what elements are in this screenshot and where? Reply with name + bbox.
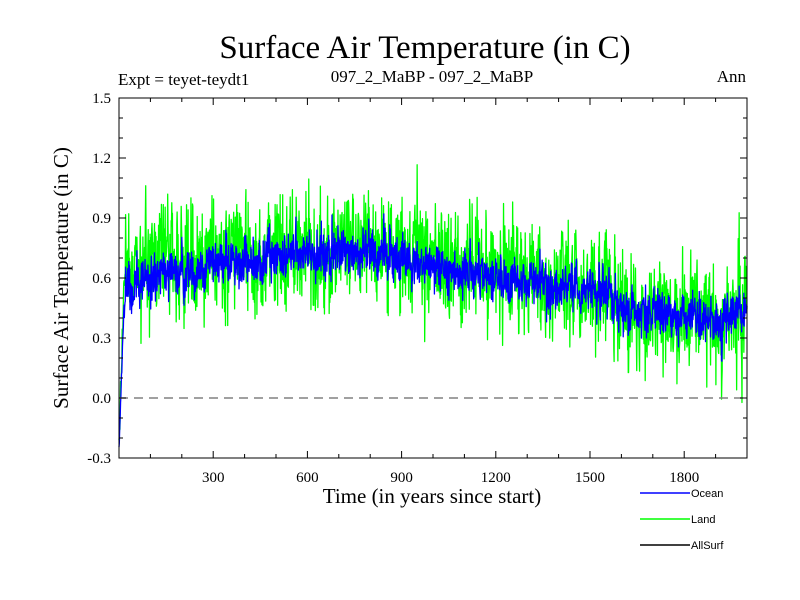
- legend: Ocean Land AllSurf: [640, 488, 724, 552]
- legend-ocean-label: Ocean: [691, 488, 723, 500]
- series-layer: [118, 164, 748, 448]
- y-axis-label: Surface Air Temperature (in C): [49, 147, 73, 409]
- y-tick-label: 1.2: [92, 151, 111, 167]
- x-tick-label: 1200: [481, 470, 511, 486]
- subtitle-season: Ann: [717, 67, 747, 86]
- y-tick-label: 0.6: [92, 271, 111, 287]
- y-tick-label: 1.5: [92, 91, 111, 107]
- y-tick-label: 0.0: [92, 391, 111, 407]
- tick-layer: -0.3 0.0 0.3 0.6 0.9 1.2 1.5 300 600 900 1200 1500 1…: [87, 91, 747, 486]
- chart-title: Surface Air Temperature (in C): [219, 30, 630, 66]
- x-axis-label: Time (in years since start): [323, 484, 542, 508]
- legend-land-label: Land: [691, 514, 715, 526]
- y-tick-label: 0.9: [92, 211, 111, 227]
- x-tick-label: 1500: [575, 470, 605, 486]
- y-tick-label: 0.3: [92, 331, 111, 347]
- series-ocean-line: [118, 213, 748, 448]
- subtitle-experiment: Expt = teyet-teydt1: [118, 70, 249, 89]
- series-land-line: [118, 164, 748, 441]
- x-tick-label: 300: [202, 470, 225, 486]
- x-tick-label: 600: [296, 470, 319, 486]
- legend-allsurf-label: AllSurf: [691, 540, 724, 552]
- x-tick-label: 1800: [669, 470, 699, 486]
- subtitle-period: 097_2_MaBP - 097_2_MaBP: [331, 67, 533, 86]
- x-tick-label: 900: [390, 470, 413, 486]
- y-tick-label: -0.3: [87, 451, 111, 467]
